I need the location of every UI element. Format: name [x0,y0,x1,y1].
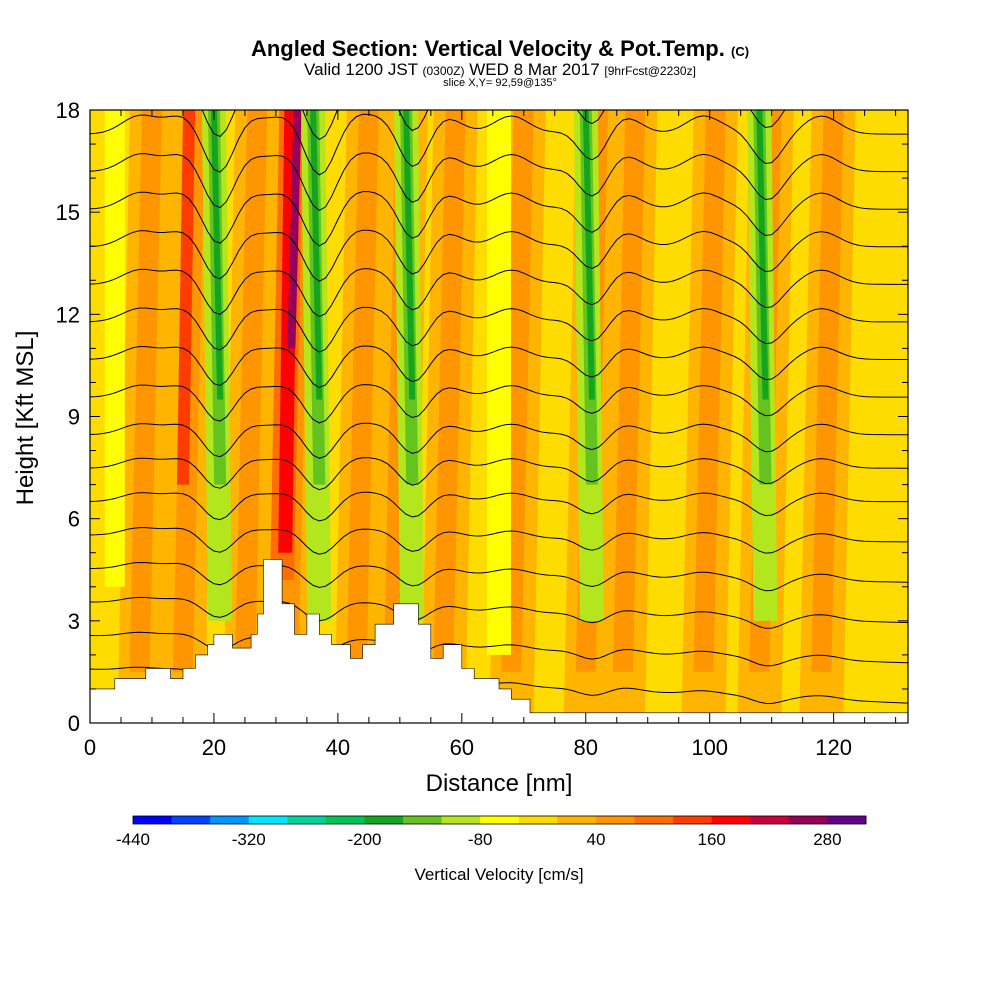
colorbar-swatch [557,816,597,824]
pot-temp-contours [90,110,908,723]
colorbar-swatch [711,816,751,824]
y-axis-label: Height [Kft MSL] [12,331,39,506]
y-tick-label: 3 [68,609,80,634]
colorbar-tick-label: -200 [347,830,381,849]
updraft-core [693,110,726,672]
theta-contour [90,306,908,353]
colorbar-swatch [673,816,713,824]
x-tick-label: 80 [574,735,598,760]
valid-date: WED 8 Mar 2017 [469,60,600,79]
theta-contour [90,422,908,459]
y-tick-label: 6 [68,507,80,532]
title-tag: (C) [731,44,750,59]
theta-contour [90,152,908,212]
weak-band [487,110,511,655]
colorbar-swatch [518,816,558,824]
y-tick-label: 0 [68,711,80,736]
theta-contour [90,457,908,491]
y-tick-label: 18 [56,98,80,123]
theta-contour [90,527,908,555]
colorbar-swatch [133,816,172,824]
theta-contour [90,384,908,424]
colorbar-swatch [827,816,867,824]
colorbar-swatch [403,816,443,824]
colorbar-tick-label: 280 [813,830,841,849]
updraft-core [129,110,162,672]
colorbar-tick-label: 160 [697,830,725,849]
colorbar-swatch [788,816,828,824]
colorbar-swatch [325,816,365,824]
theta-contour [90,345,908,389]
x-axis: 0 20 40 60 80 100 120 [84,110,897,760]
colorbar-swatch [441,816,481,824]
colorbar-swatch [287,816,327,824]
colorbar-swatch [171,816,211,824]
forecast-info: [9hrFcst@2230z] [604,64,696,78]
x-tick-label: 60 [450,735,474,760]
colorbar-swatch [634,816,674,824]
downdraft-max [403,110,416,400]
x-tick-label: 120 [815,735,852,760]
x-tick-label: 40 [326,735,350,760]
y-axis: 0 3 6 9 12 15 18 [56,98,908,736]
chart-title: Angled Section: Vertical Velocity & Pot.… [0,36,1000,62]
colorbar-tick-label: -440 [116,830,150,849]
downdraft-max [211,110,224,400]
downdraft-max [310,110,323,400]
x-axis-label: Distance [nm] [426,770,573,797]
updraft-core [346,110,379,672]
colorbar-swatch [750,816,790,824]
theta-contour [90,113,908,176]
x-tick-label: 100 [691,735,728,760]
weak-band [104,110,125,587]
y-tick-label: 15 [56,200,80,225]
updraft-max [287,110,302,349]
updraft-core [234,110,268,672]
downdraft-max [756,110,769,400]
updraft-core [612,110,646,672]
downdraft-max [582,110,595,400]
x-tick-label: 0 [84,735,96,760]
colorbar-swatch [595,816,635,824]
valid-utc: (0300Z) [422,64,465,78]
colorbar-tick-label: 40 [586,830,605,849]
terrain [89,559,909,724]
x-tick-label: 20 [202,735,226,760]
theta-contour [90,596,908,629]
colorbar-frame [132,815,867,825]
slice-info: slice X,Y= 92,59@135° [443,77,557,89]
colorbar-swatch [480,816,520,824]
title-text: Angled Section: Vertical Velocity & Pot.… [250,36,725,61]
y-tick-label: 9 [68,405,80,430]
colorbar-swatch [364,816,404,824]
y-tick-label: 12 [56,302,80,327]
chart-subtitle: Valid 1200 JST (0300Z) WED 8 Mar 2017 [9… [0,60,1000,80]
theta-contour [90,229,908,282]
colorbar-swatch [248,816,288,824]
theta-contour [90,268,908,318]
colorbar-tick-label: -80 [468,830,493,849]
updraft-core [433,110,466,672]
valid-time: Valid 1200 JST [304,60,418,79]
theta-contour [90,491,908,522]
theta-contour [90,561,908,592]
updraft-core [811,110,844,672]
colorbar-swatch [210,816,250,824]
updraft-strong [176,110,196,485]
theta-contour [90,191,908,247]
colorbar-label: Vertical Velocity [cm/s] [414,865,583,884]
colorbar-tick-label: -320 [232,830,266,849]
colorbar: -440 -320 -200 -80 40 160 280 [116,815,867,849]
theta-contour [201,110,786,141]
